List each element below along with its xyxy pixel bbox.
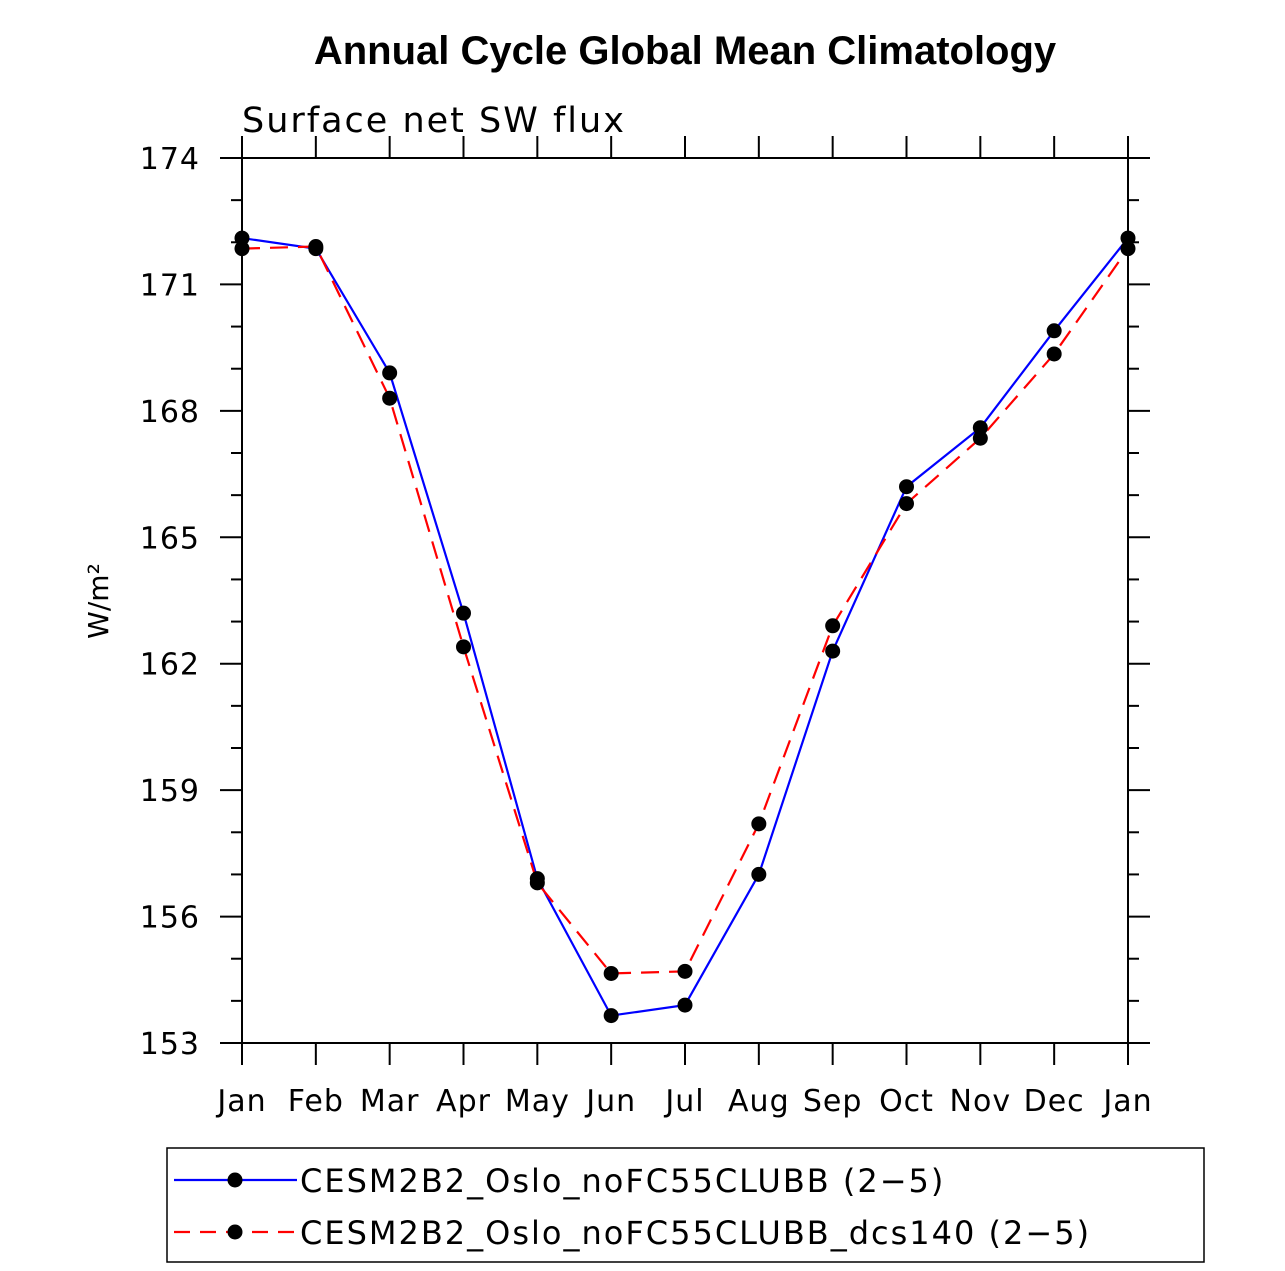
series-1-point bbox=[825, 643, 841, 659]
x-tick-label: Jan bbox=[1101, 1084, 1152, 1119]
x-tick-label: Aug bbox=[728, 1084, 790, 1119]
series-2-point bbox=[382, 390, 398, 406]
x-tick-label: Dec bbox=[1024, 1084, 1085, 1119]
series-1-point bbox=[677, 997, 693, 1013]
series-2-point bbox=[603, 965, 619, 981]
y-tick-label: 159 bbox=[140, 774, 200, 809]
series-2-point bbox=[529, 875, 545, 891]
series-2-point bbox=[456, 639, 471, 655]
x-tick-label: Apr bbox=[436, 1084, 491, 1119]
series-1-point bbox=[382, 365, 398, 381]
series-1-point bbox=[751, 866, 767, 882]
legend-swatch-marker-2 bbox=[227, 1224, 243, 1240]
y-tick-label: 168 bbox=[140, 395, 200, 430]
x-tick-label: Jun bbox=[584, 1084, 636, 1119]
x-tick-label: Jan bbox=[215, 1084, 266, 1119]
series-2-point bbox=[677, 963, 693, 979]
chart-title: Annual Cycle Global Mean Climatology bbox=[314, 29, 1057, 73]
y-tick-label: 156 bbox=[140, 901, 200, 936]
plot-frame bbox=[241, 157, 1129, 1044]
series-1-point bbox=[456, 605, 471, 621]
series-2-point bbox=[1046, 346, 1062, 362]
legend-label-2: CESM2B2_Oslo_noFC55CLUBB_dcs140 (2−5) bbox=[300, 1214, 1091, 1252]
y-tick-label: 165 bbox=[140, 521, 200, 556]
x-tick-label: Nov bbox=[950, 1084, 1012, 1119]
x-tick-label: Sep bbox=[803, 1084, 863, 1119]
series-2-point bbox=[825, 618, 841, 634]
series-1-point bbox=[234, 230, 250, 246]
legend-swatch-marker-1 bbox=[227, 1172, 243, 1188]
y-tick-label: 153 bbox=[140, 1027, 200, 1062]
x-tick-label: Jul bbox=[663, 1084, 704, 1119]
series-1-point bbox=[1046, 323, 1062, 339]
chart-subtitle: Surface net SW flux bbox=[242, 101, 626, 141]
series-2-point bbox=[308, 239, 324, 254]
series-2-point bbox=[1120, 241, 1136, 257]
x-tick-label: Oct bbox=[879, 1084, 934, 1119]
y-tick-label: 171 bbox=[140, 268, 200, 303]
x-tick-label: May bbox=[505, 1084, 570, 1119]
series-line-2 bbox=[241, 245, 1129, 975]
y-tick-label: 162 bbox=[140, 648, 200, 683]
x-tick-label: Feb bbox=[288, 1084, 344, 1119]
series-1-point bbox=[1120, 230, 1136, 246]
series-line-1 bbox=[241, 236, 1129, 1017]
series-1-point bbox=[603, 1008, 619, 1024]
series-2-point bbox=[751, 816, 767, 832]
series-2-point bbox=[899, 496, 914, 512]
series-1-point bbox=[899, 479, 914, 495]
series-2-point bbox=[234, 241, 250, 257]
legend-box bbox=[166, 1147, 1205, 1263]
legend-label-1: CESM2B2_Oslo_noFC55CLUBB (2−5) bbox=[300, 1162, 945, 1200]
series-1-point bbox=[972, 420, 988, 436]
series-2-point bbox=[972, 430, 988, 446]
y-axis-label: W/m² bbox=[82, 563, 115, 639]
y-tick-label: 174 bbox=[140, 142, 200, 177]
x-tick-label: Mar bbox=[360, 1084, 420, 1119]
